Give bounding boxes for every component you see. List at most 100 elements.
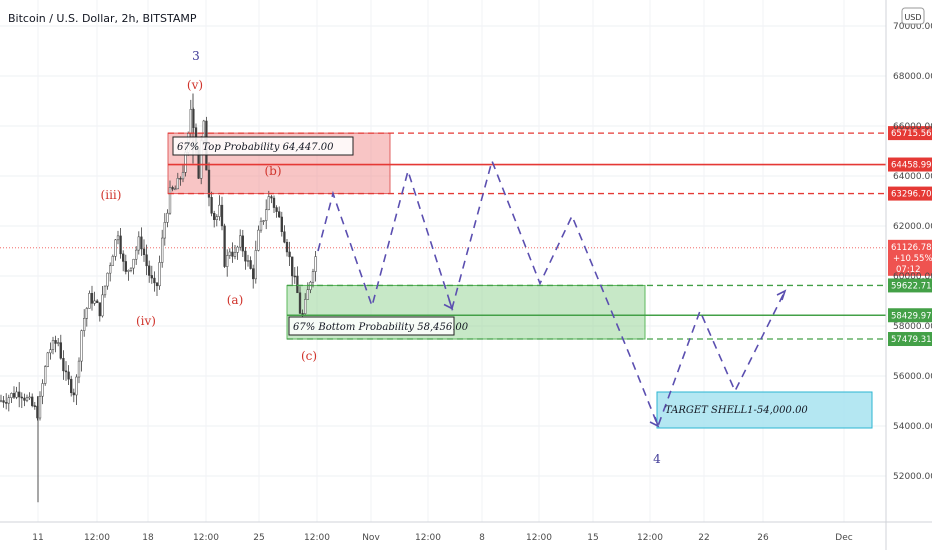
candle-body [176,178,179,190]
candle-body [275,207,278,212]
candle-body [75,376,78,396]
candle-body [80,330,83,362]
wave-label: (v) [187,78,203,92]
candle-body [93,300,96,304]
candle-body [163,222,166,239]
candle-body [314,256,317,272]
candle-body [101,294,104,317]
candle-body [98,302,101,317]
candle-body [57,342,60,344]
target-box[interactable] [656,391,873,429]
level-tag [888,157,932,172]
level-tag-label: 59622.71 [891,281,932,291]
candle-body [150,275,153,279]
candle-body [226,255,229,267]
candle-body [254,250,257,280]
candle-body [174,188,177,191]
candle-body [137,236,140,251]
bottom-zone-label: 67% Bottom Probability 58,456.00 [293,322,469,333]
y-tick-label: 70000.00 [893,22,932,32]
candle-body [31,396,34,406]
candle-body [153,277,156,284]
zone-labels: 67% Top Probability 64,447.00 67% Bottom … [172,136,808,416]
last-price-change: +10.55% [893,254,932,264]
candle-body [18,391,21,398]
candle-body [239,235,242,248]
candle-body [241,235,244,252]
candle-body [72,392,75,396]
level-tag-label: 65715.56 [891,129,932,139]
candle-body [179,178,182,180]
candle-body [119,235,122,255]
candle-body [0,400,3,402]
x-tick-label: Nov [362,533,380,543]
y-tick-label: 68000.00 [893,72,932,82]
candle-body [296,275,299,294]
projection-line [317,158,786,429]
candle-body [62,358,65,372]
candle-body [124,261,127,272]
candle-body [233,252,237,257]
y-tick-label: 54000.00 [893,422,932,432]
candle-body [231,251,234,257]
y-tick-label: 58000.00 [893,322,932,332]
y-tick-label: 66000.00 [893,122,932,132]
x-tick-label: Dec [835,533,852,543]
candle-body [278,211,281,218]
last-price-countdown: 07:12 [896,265,921,275]
candle-body [272,197,276,208]
top-zone-label-box [172,136,354,156]
currency-button[interactable]: USD [901,7,925,25]
candle-body [213,213,216,220]
last-price-tag [888,239,932,276]
candle-body [127,270,130,272]
projection-arrow [776,289,787,301]
candle-body [129,267,133,271]
candle-body [298,292,302,314]
candle-body [311,271,315,283]
candle-body [85,308,88,319]
candle-body [306,289,309,300]
candle-body [283,231,286,243]
candle-body [111,256,114,266]
x-tick-label: 12:00 [526,533,552,543]
candle-body [285,241,289,253]
grid [0,0,886,522]
x-tick-label: 18 [142,533,154,543]
candle-body [44,366,47,384]
candle-body [51,340,55,350]
candle-body [135,249,138,260]
candle-body [189,109,192,134]
projection-arrow [443,299,454,311]
candle-body [12,393,16,398]
x-tick-label: 12:00 [304,533,330,543]
candle-body [96,300,99,303]
candle-body [106,272,109,287]
candle-body [207,169,211,198]
levels: 65715.56 64458.99 63296.70 59622.71 58429.97… [168,126,932,347]
candle-body [270,196,273,199]
candle-body [228,251,231,256]
level-tag-label: 64458.99 [891,161,932,171]
candle-body [83,318,86,331]
candle-body [77,360,81,378]
candle-body [262,220,265,222]
candle-body [38,395,42,419]
level-tag [888,278,932,293]
candle-body [23,397,26,401]
candle-body [304,299,307,314]
candle-body [15,391,18,398]
wave-label: (c) [301,349,317,363]
candle-body [114,239,117,257]
candle-body [265,209,268,221]
candle-body [181,172,185,180]
candle-body [142,248,146,256]
candle-body [293,275,296,278]
candle-body [67,371,70,380]
candle-body [267,196,270,210]
candle-body [236,246,239,253]
level-tag-label: 58429.97 [891,311,932,321]
candle-body [10,393,13,398]
